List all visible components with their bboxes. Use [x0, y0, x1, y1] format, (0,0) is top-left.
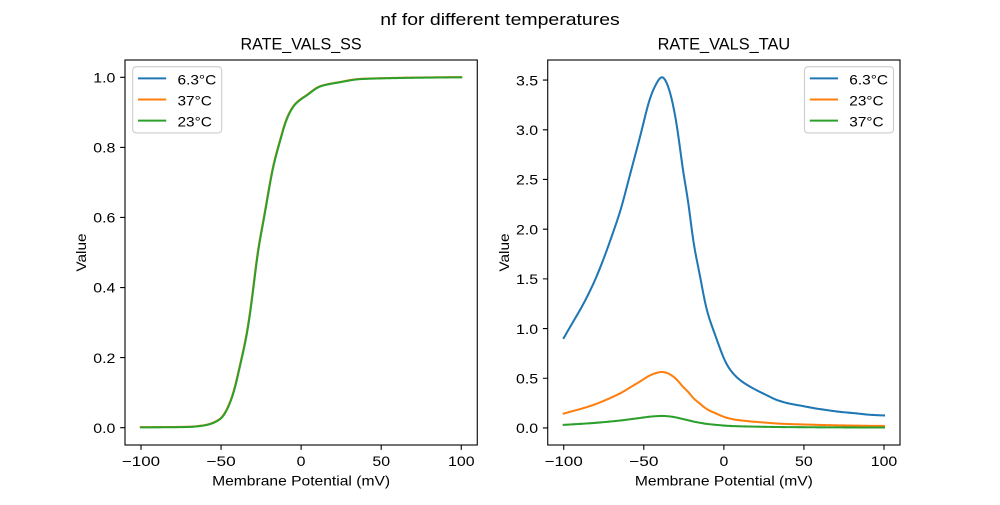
svg-text:50: 50 — [372, 453, 390, 469]
svg-text:23°C: 23°C — [849, 93, 883, 109]
svg-text:0.0: 0.0 — [516, 420, 538, 436]
svg-text:−100: −100 — [122, 453, 160, 469]
svg-text:−100: −100 — [545, 453, 583, 469]
svg-text:1.0: 1.0 — [516, 321, 538, 337]
svg-text:0: 0 — [297, 453, 306, 469]
svg-text:0.8: 0.8 — [93, 140, 115, 156]
svg-text:−50: −50 — [206, 453, 236, 469]
svg-text:50: 50 — [795, 453, 813, 469]
svg-text:0.0: 0.0 — [93, 420, 115, 436]
svg-text:6.3°C: 6.3°C — [849, 71, 888, 87]
svg-text:37°C: 37°C — [178, 93, 212, 109]
svg-text:3.5: 3.5 — [516, 72, 538, 88]
svg-text:0.6: 0.6 — [93, 210, 115, 226]
svg-text:0.5: 0.5 — [516, 371, 538, 387]
svg-text:100: 100 — [448, 453, 475, 469]
svg-text:37°C: 37°C — [849, 114, 883, 130]
svg-text:6.3°C: 6.3°C — [178, 71, 217, 87]
svg-text:2.5: 2.5 — [516, 172, 538, 188]
svg-text:nf for different temperatures: nf for different temperatures — [380, 10, 620, 29]
svg-text:Value: Value — [496, 233, 512, 271]
svg-text:3.0: 3.0 — [516, 122, 538, 138]
svg-text:Membrane Potential (mV): Membrane Potential (mV) — [212, 473, 390, 489]
svg-text:0: 0 — [719, 453, 728, 469]
svg-text:100: 100 — [871, 453, 898, 469]
svg-text:23°C: 23°C — [178, 114, 212, 130]
svg-text:Value: Value — [73, 233, 89, 271]
svg-text:RATE_VALS_TAU: RATE_VALS_TAU — [658, 35, 791, 54]
svg-text:−50: −50 — [629, 453, 659, 469]
svg-text:RATE_VALS_SS: RATE_VALS_SS — [241, 35, 362, 54]
svg-text:1.0: 1.0 — [93, 70, 115, 86]
svg-text:0.4: 0.4 — [93, 280, 115, 296]
svg-text:1.5: 1.5 — [516, 271, 538, 287]
svg-text:0.2: 0.2 — [93, 350, 115, 366]
svg-text:2.0: 2.0 — [516, 221, 538, 237]
svg-text:Membrane Potential (mV): Membrane Potential (mV) — [635, 473, 813, 489]
